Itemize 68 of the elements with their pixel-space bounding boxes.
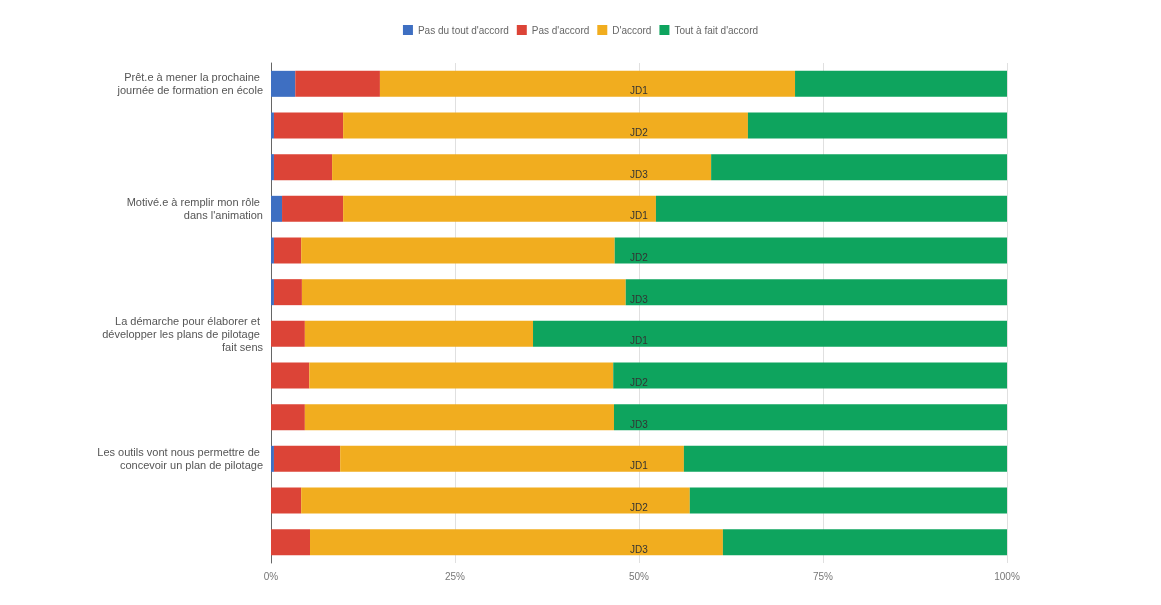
bar [271, 445, 274, 472]
bar [271, 154, 274, 181]
bar [282, 195, 344, 222]
bar [271, 279, 274, 306]
bar [655, 195, 1007, 222]
bar [295, 70, 380, 97]
annotation: JD1 [630, 210, 649, 222]
bar [273, 112, 344, 139]
bar [304, 404, 614, 431]
bar [340, 445, 684, 472]
y-tick-label: Prêt.e à mener la prochaine journée de formation en école [116, 71, 263, 97]
bar [711, 154, 1007, 181]
bar [271, 195, 283, 222]
x-tick-label: 25% [444, 570, 466, 582]
bar [273, 445, 341, 472]
bar [273, 154, 333, 181]
annotation: JD3 [630, 168, 649, 180]
annotation: JD2 [630, 252, 649, 263]
legend-label: D'accord [612, 24, 652, 36]
bar [273, 279, 302, 306]
annotation: JD1 [630, 460, 649, 472]
bar [301, 279, 626, 306]
bar [795, 70, 1007, 97]
bar [271, 237, 274, 264]
x-tick-label: 100% [994, 570, 1020, 582]
bar [271, 70, 296, 97]
annotation: JD3 [630, 293, 649, 305]
x-tick-label: 0% [263, 570, 279, 582]
y-tick-label: Les outils vont nous permettre de concevoir un plan de pilotage [97, 446, 263, 472]
bar [683, 445, 1007, 472]
annotation: JD2 [630, 127, 649, 138]
bar [271, 320, 305, 347]
bar [310, 529, 723, 556]
annotation: JD2 [630, 377, 649, 388]
bar [689, 487, 1007, 514]
bar [613, 362, 1007, 389]
annotation: JD3 [630, 418, 649, 430]
bar [309, 362, 614, 389]
bar [613, 404, 1007, 431]
legend-label: Pas d'accord [531, 24, 590, 36]
bar [271, 487, 302, 514]
bar [271, 529, 311, 556]
bar [614, 237, 1007, 264]
bar [301, 487, 690, 514]
bar [747, 112, 1007, 139]
bar [722, 529, 1007, 556]
bar [273, 237, 302, 264]
annotation: JD1 [630, 335, 649, 347]
bar [625, 279, 1007, 306]
bar [343, 195, 656, 222]
bar [379, 70, 796, 97]
bar [343, 112, 748, 139]
annotation: JD3 [630, 543, 649, 555]
bar [271, 404, 305, 431]
y-tick-label: Motivé.e à remplir mon rôle dans l'animation [126, 196, 263, 222]
bar [271, 362, 310, 389]
x-tick-label: 75% [812, 570, 834, 582]
bar [533, 320, 1007, 347]
annotation: JD1 [630, 85, 649, 97]
x-tick-label: 50% [628, 570, 650, 582]
bar [301, 237, 615, 264]
bar [332, 154, 712, 181]
annotation: JD2 [630, 502, 649, 513]
legend-label: Tout à fait d'accord [674, 24, 759, 36]
bar [271, 112, 274, 139]
bar [304, 320, 534, 347]
y-tick-label: La démarche pour élaborer et développer les plans de pilotage fait sens [102, 314, 264, 353]
legend-label: Pas du tout d'accord [417, 24, 509, 36]
